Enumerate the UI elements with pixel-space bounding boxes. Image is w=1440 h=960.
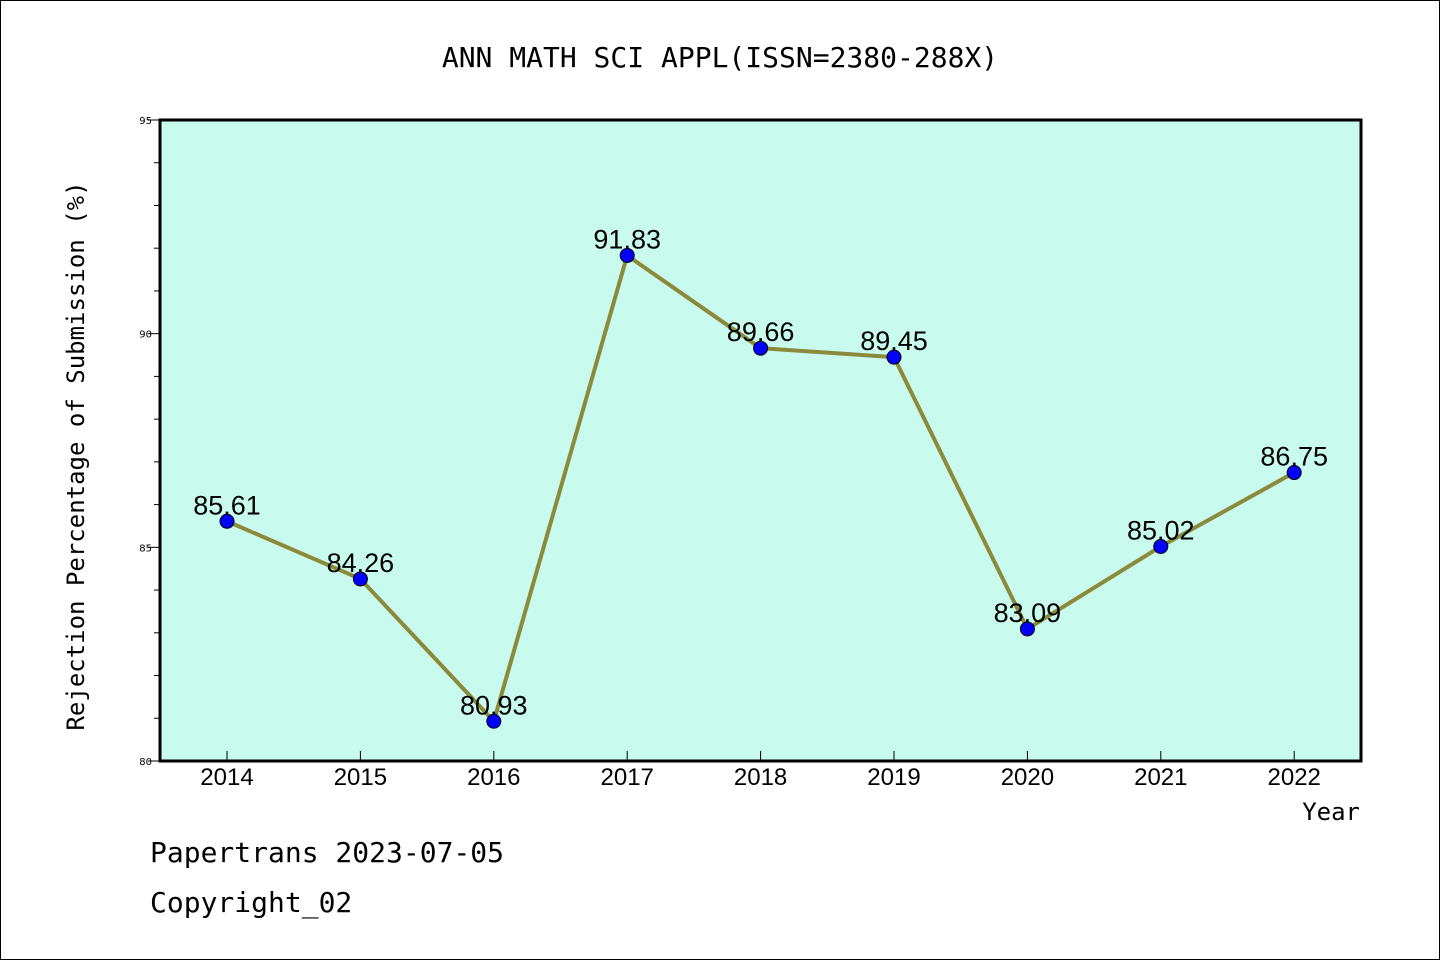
x-tick-label: 2017 [601, 764, 654, 791]
footer-papertrans: Papertrans 2023-07-05 [150, 836, 505, 869]
x-tick-label: 2016 [467, 764, 520, 791]
data-point [753, 340, 769, 356]
y-tick-label: 90 [139, 330, 152, 341]
x-tick-label: 2020 [1001, 764, 1054, 791]
data-label: 85.61 [193, 490, 261, 520]
y-tick-label: 80 [139, 757, 152, 768]
data-label: 89.66 [727, 317, 795, 347]
data-point [1286, 465, 1302, 481]
footer-copyright: Copyright_02 [150, 886, 353, 919]
x-tick-label: 2018 [734, 764, 787, 791]
data-label: 89.45 [860, 326, 928, 356]
y-axis: 80 85 90 95 [139, 116, 160, 768]
data-label: 84.26 [327, 548, 395, 578]
x-tick-label: 2022 [1268, 764, 1321, 791]
data-point [219, 513, 235, 529]
x-tick-label: 2019 [867, 764, 920, 791]
chart-title: ANN MATH SCI APPL(ISSN=2380-288X) [442, 41, 998, 74]
y-axis-label: Rejection Percentage of Submission (%) [62, 181, 90, 730]
data-label: 83.09 [994, 598, 1062, 628]
x-tick-label: 2021 [1134, 764, 1187, 791]
data-point [619, 247, 635, 263]
data-label: 86.75 [1260, 442, 1328, 472]
x-axis-label: Year [1302, 798, 1360, 826]
data-label: 91.83 [593, 224, 661, 254]
data-label: 80.93 [460, 690, 528, 720]
data-point [1019, 621, 1035, 637]
plot-area [158, 118, 1363, 763]
data-point [1153, 538, 1169, 554]
series-group: 85.61 84.26 80.93 91.83 89.66 89.45 83.09 85.02… [193, 224, 1328, 729]
y-tick-label: 95 [139, 116, 152, 127]
data-point [486, 713, 502, 729]
data-point [352, 571, 368, 587]
data-label: 85.02 [1127, 515, 1195, 545]
y-tick-label: 85 [139, 543, 152, 554]
x-tick-label: 2015 [334, 764, 387, 791]
x-tick-label: 2014 [200, 764, 253, 791]
data-point [886, 349, 902, 365]
x-axis: 2014 2015 2016 2017 2018 2019 2020 2021 2022 [200, 751, 1321, 791]
